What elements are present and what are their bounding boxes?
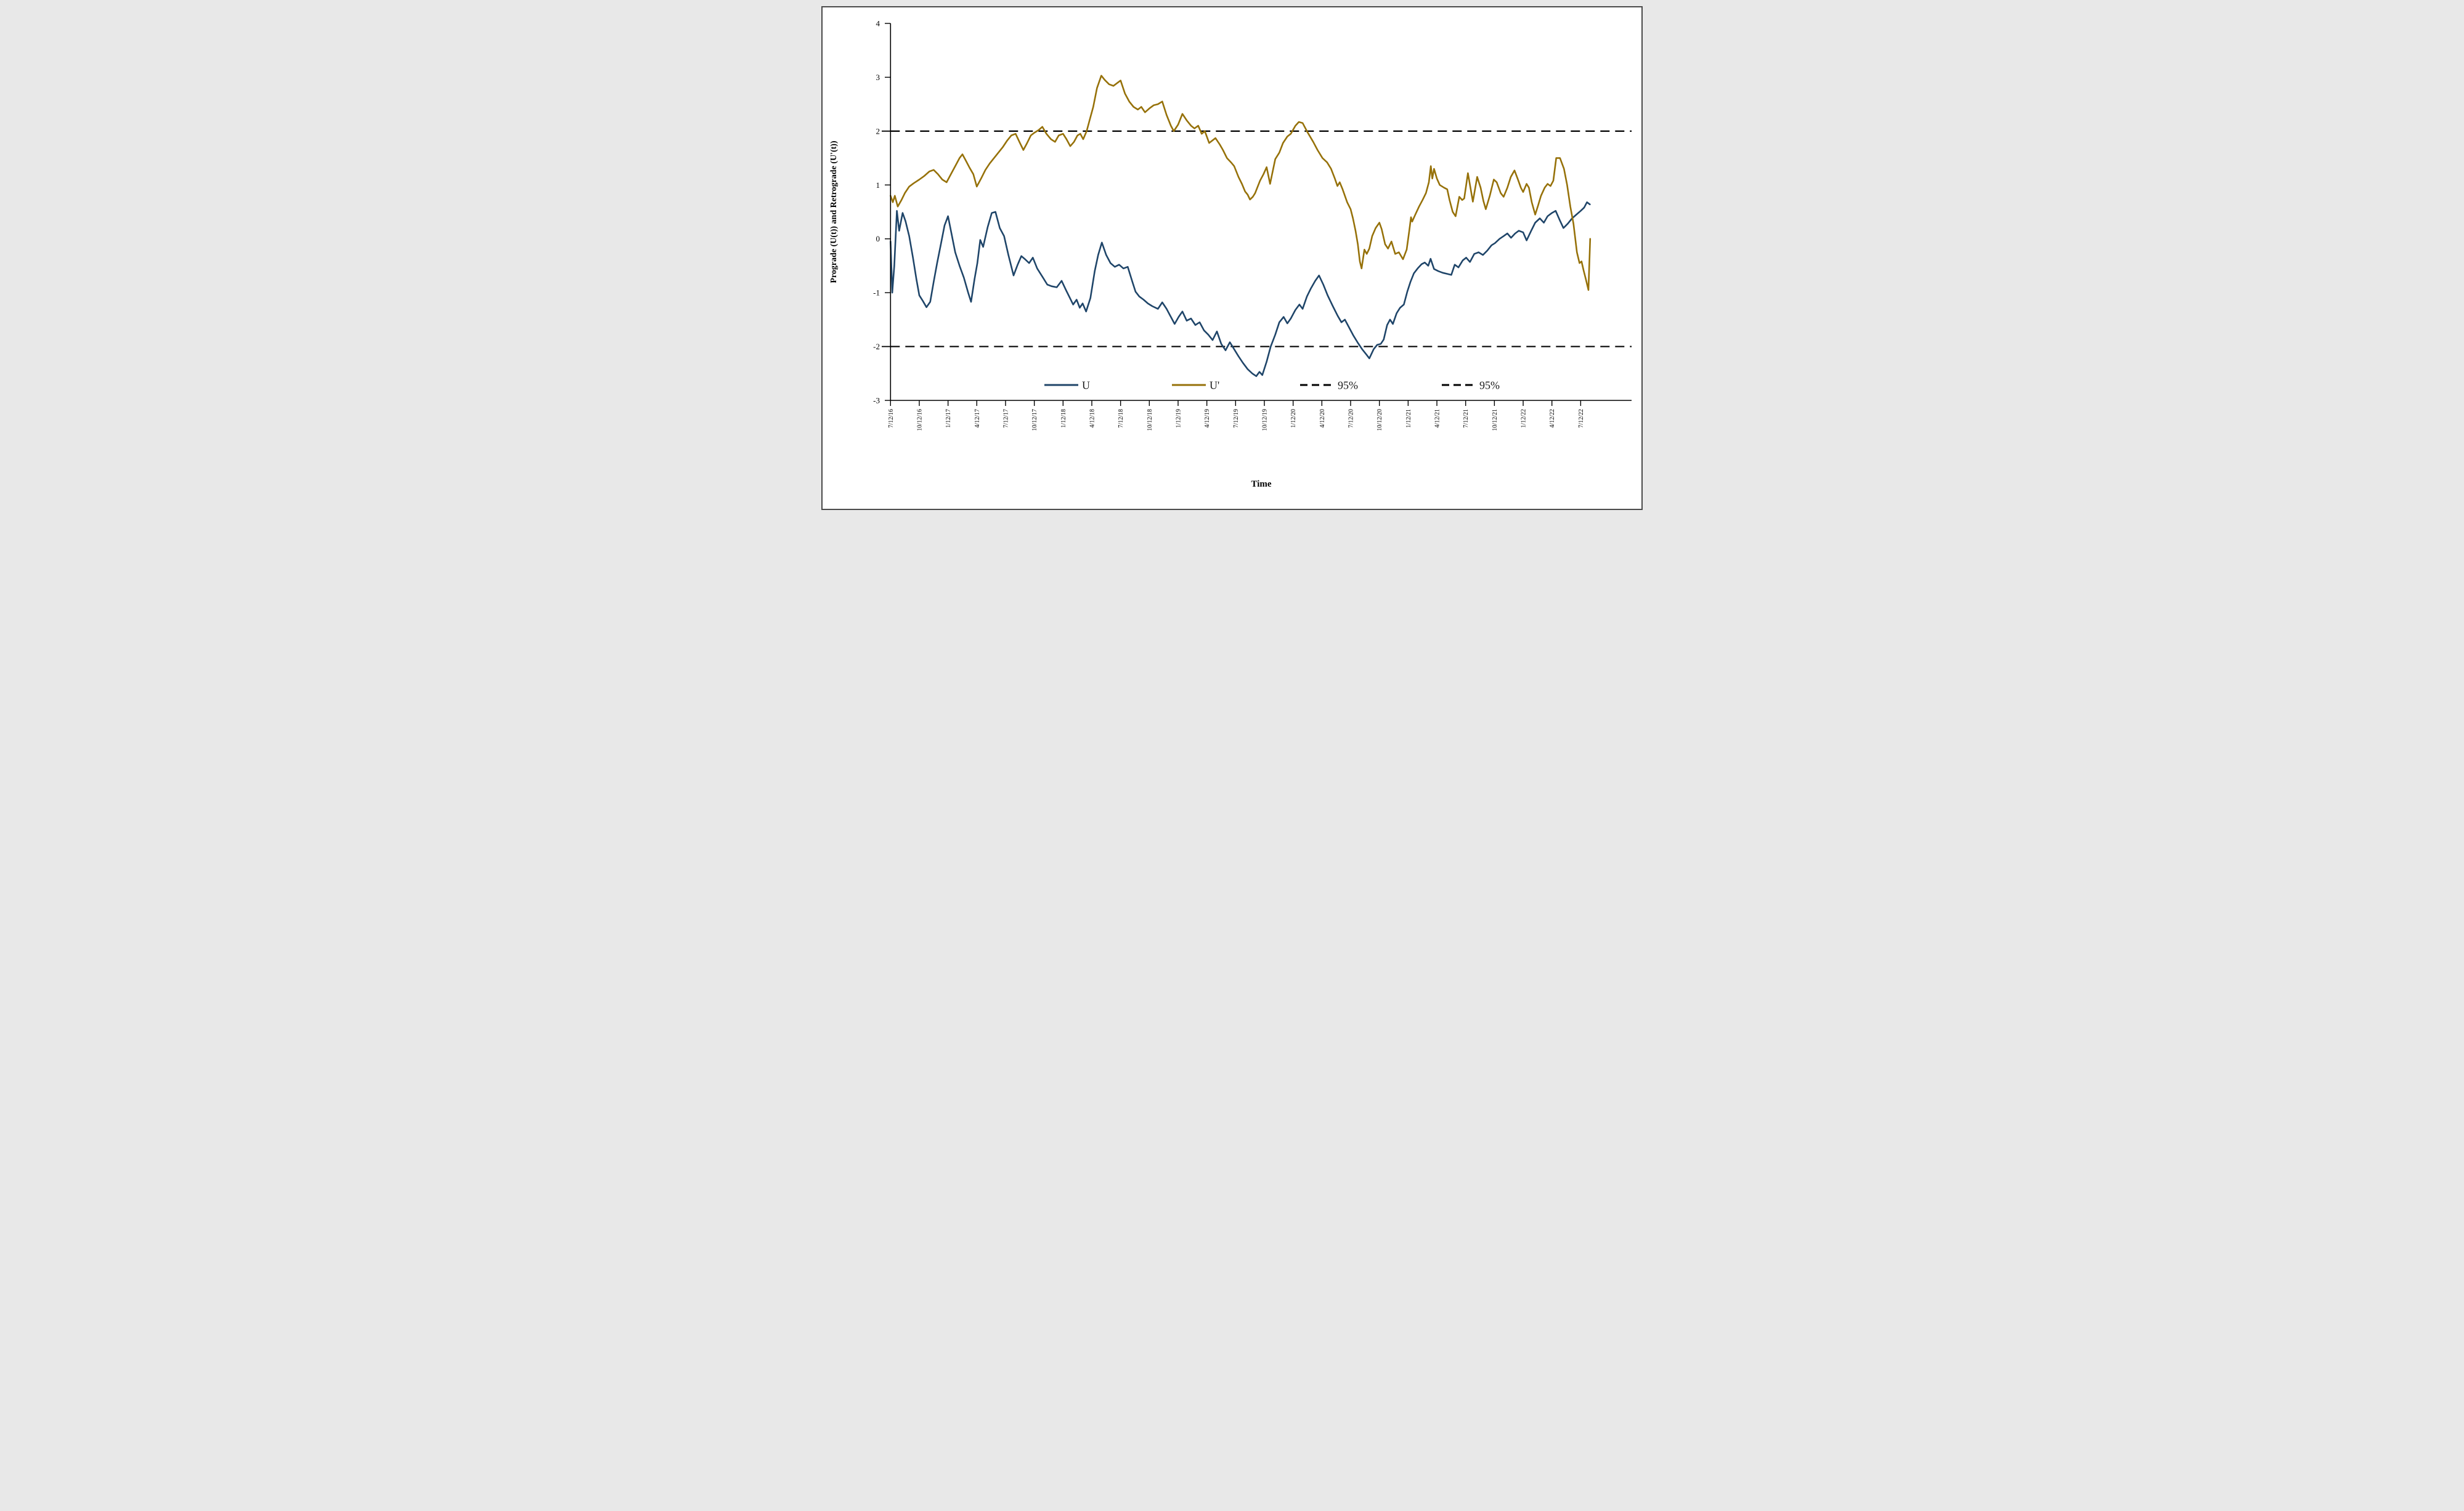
legend-label-4: 95% [1479, 379, 1500, 392]
series-u [890, 201, 1591, 378]
line-chart: 4 3 2 1 0 -1 -2 -3 7/12/16 10/12/16 1/12/17 4/12/1… [829, 19, 1632, 489]
x-tick-label: 7/12/19 [1233, 409, 1240, 428]
x-tick-label: 1/12/21 [1405, 409, 1412, 428]
y-tick-label: 0 [876, 234, 880, 243]
y-tick-label: -3 [873, 396, 880, 405]
x-tick-label: 10/12/20 [1376, 409, 1383, 431]
x-tick-label: 1/12/20 [1290, 409, 1297, 428]
x-tick-label: 1/12/18 [1060, 409, 1067, 428]
x-tick-label: 7/12/21 [1463, 409, 1470, 428]
x-tick-label: 10/12/21 [1492, 409, 1498, 431]
x-tick-label: 4/12/18 [1089, 409, 1096, 428]
x-tick-label: 4/12/19 [1204, 409, 1211, 428]
x-tick-label: 10/12/16 [916, 409, 923, 431]
x-tick-label: 1/12/17 [945, 409, 952, 428]
x-axis-title: Time [1251, 479, 1271, 489]
y-tick-label: 2 [876, 126, 880, 136]
data-series [890, 75, 1592, 378]
x-tick-label: 1/12/19 [1176, 409, 1182, 428]
x-tick-labels: 7/12/16 10/12/16 1/12/17 4/12/17 7/12/17 10/1… [888, 409, 1585, 431]
x-tick-label: 7/12/17 [1002, 409, 1009, 428]
y-tick-label: -2 [873, 342, 880, 351]
legend-label-3: 95% [1338, 379, 1358, 392]
y-tick-label: 3 [876, 73, 880, 82]
chart-figure: 4 3 2 1 0 -1 -2 -3 7/12/16 10/12/16 1/12/17 4/12/1… [821, 6, 1643, 510]
y-tick-label: -1 [873, 288, 880, 298]
x-tick-label: 4/12/17 [974, 409, 981, 428]
x-tick-label: 10/12/19 [1262, 409, 1269, 431]
legend: U U' 95% 95% [1044, 379, 1500, 392]
x-tick-label: 10/12/18 [1147, 409, 1153, 431]
x-tick-label: 7/12/16 [888, 409, 895, 428]
x-tick-label: 4/12/22 [1549, 409, 1556, 428]
y-axis-title: Prograde (U(t)) and Retrograde (U'(t)) [829, 140, 839, 283]
y-tick-labels: 4 3 2 1 0 -1 -2 -3 [873, 19, 880, 405]
legend-label-2: U' [1210, 379, 1219, 392]
x-tick-label: 4/12/21 [1434, 409, 1441, 428]
y-tick-label: 1 [876, 180, 880, 190]
x-tick-label: 4/12/20 [1319, 409, 1326, 428]
y-tick-label: 4 [876, 19, 880, 28]
legend-label-1: U [1082, 379, 1090, 392]
x-tick-label: 1/12/22 [1521, 409, 1527, 428]
reference-lines [890, 130, 1632, 347]
axes [890, 23, 1632, 401]
x-tick-label: 7/12/20 [1348, 409, 1355, 428]
x-tick-label: 7/12/22 [1578, 409, 1585, 428]
x-tick-label: 10/12/17 [1031, 409, 1038, 431]
tick-marks [882, 23, 1582, 406]
series-u-prime [890, 75, 1592, 291]
x-tick-label: 7/12/18 [1118, 409, 1124, 428]
